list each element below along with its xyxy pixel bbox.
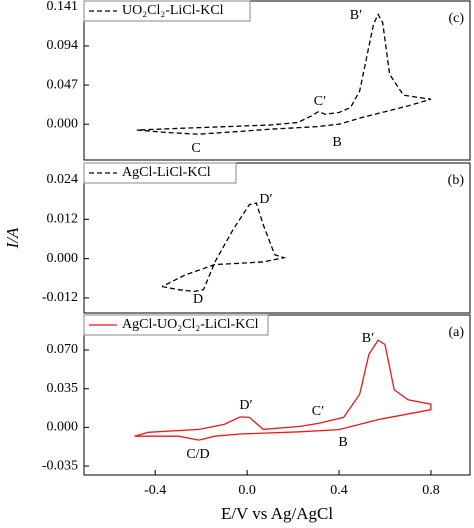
annotation: D′ (239, 398, 252, 413)
panel-label: (b) (448, 173, 465, 188)
plot-frame (83, 162, 471, 314)
legend-box (83, 0, 251, 22)
y-tick-label: 0.047 (47, 77, 79, 92)
plot-frame (83, 0, 471, 161)
annotation: B′ (362, 331, 374, 346)
y-axis-label: I/A (3, 227, 22, 249)
plot-frame (83, 314, 471, 476)
annotation: D (193, 292, 203, 307)
data-line (161, 202, 287, 293)
y-tick-label: -0.012 (42, 290, 78, 305)
y-tick-label: 0.070 (47, 342, 79, 357)
panel-label: (a) (448, 325, 464, 340)
legend-label: UO₂Cl₂-LiCl-KCl (122, 3, 224, 18)
x-tick-label: 0.8 (422, 483, 440, 498)
data-line (134, 339, 432, 441)
y-tick-label: 0.035 (47, 381, 79, 396)
legend-box (83, 314, 269, 336)
legend-label: AgCl-LiCl-KCl (122, 165, 211, 180)
x-tick-label: 0.0 (238, 483, 256, 498)
annotation: B (332, 135, 341, 150)
y-tick-label: 0.000 (47, 116, 79, 131)
annotation: D′ (259, 192, 272, 207)
x-tick-label: -0.4 (144, 483, 166, 498)
y-tick-label: 0.000 (47, 251, 79, 266)
annotation: C (191, 141, 200, 156)
x-axis-label: E/V vs Ag/AgCl (221, 504, 333, 523)
y-tick-label: 0.094 (47, 38, 79, 53)
y-tick-label: 0.000 (47, 420, 79, 435)
y-tick-label: 0.141 (47, 0, 79, 14)
legend-label: AgCl-UO₂Cl₂-LiCl-KCl (122, 317, 259, 332)
y-tick-label: 0.012 (47, 212, 79, 227)
annotation: C′ (312, 404, 324, 419)
annotation: B (338, 435, 347, 450)
annotation: B′ (350, 8, 362, 23)
y-tick-label: 0.024 (47, 172, 79, 187)
data-line (136, 12, 432, 135)
x-tick-label: 0.4 (330, 483, 348, 498)
panel-label: (c) (448, 11, 464, 26)
annotation: C′ (314, 94, 326, 109)
legend-box (83, 162, 237, 184)
annotation: C/D (186, 447, 209, 462)
y-tick-label: -0.035 (42, 458, 78, 473)
